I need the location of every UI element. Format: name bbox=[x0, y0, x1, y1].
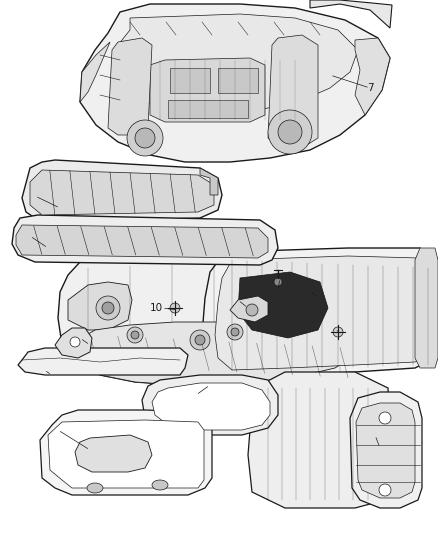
Polygon shape bbox=[218, 68, 258, 93]
Text: 1: 1 bbox=[25, 191, 31, 201]
Polygon shape bbox=[108, 38, 152, 135]
Circle shape bbox=[231, 328, 239, 336]
Polygon shape bbox=[12, 215, 278, 265]
Circle shape bbox=[102, 302, 114, 314]
Polygon shape bbox=[355, 38, 390, 115]
Polygon shape bbox=[22, 160, 222, 222]
Circle shape bbox=[170, 303, 180, 313]
Polygon shape bbox=[18, 348, 188, 375]
Polygon shape bbox=[55, 328, 92, 358]
Circle shape bbox=[190, 330, 210, 350]
Ellipse shape bbox=[87, 483, 103, 493]
Circle shape bbox=[127, 120, 163, 156]
Polygon shape bbox=[112, 14, 358, 112]
Polygon shape bbox=[142, 375, 278, 435]
Circle shape bbox=[333, 327, 343, 337]
Circle shape bbox=[246, 304, 258, 316]
Text: 10: 10 bbox=[149, 303, 162, 313]
Polygon shape bbox=[268, 35, 318, 148]
Polygon shape bbox=[170, 68, 210, 93]
Circle shape bbox=[195, 335, 205, 345]
Polygon shape bbox=[48, 420, 204, 488]
Circle shape bbox=[274, 278, 282, 286]
Text: 2: 2 bbox=[245, 303, 251, 313]
Text: 3: 3 bbox=[49, 425, 55, 435]
Polygon shape bbox=[200, 168, 218, 195]
Circle shape bbox=[131, 331, 139, 339]
Text: 11: 11 bbox=[32, 365, 45, 375]
Circle shape bbox=[70, 337, 80, 347]
Polygon shape bbox=[202, 248, 438, 378]
Text: 9: 9 bbox=[314, 293, 321, 303]
Text: 12: 12 bbox=[189, 390, 203, 400]
Text: 5: 5 bbox=[377, 443, 383, 453]
Text: 7: 7 bbox=[367, 83, 373, 93]
Polygon shape bbox=[415, 248, 438, 368]
Circle shape bbox=[379, 484, 391, 496]
Polygon shape bbox=[356, 403, 415, 498]
Polygon shape bbox=[58, 248, 368, 385]
Text: 4: 4 bbox=[19, 231, 25, 241]
Polygon shape bbox=[215, 256, 432, 370]
Polygon shape bbox=[80, 4, 390, 162]
Ellipse shape bbox=[152, 480, 168, 490]
Circle shape bbox=[227, 324, 243, 340]
Circle shape bbox=[96, 296, 120, 320]
Polygon shape bbox=[30, 170, 214, 215]
Polygon shape bbox=[350, 392, 422, 508]
Polygon shape bbox=[16, 225, 268, 258]
Polygon shape bbox=[152, 383, 270, 430]
Circle shape bbox=[379, 412, 391, 424]
Circle shape bbox=[278, 120, 302, 144]
Circle shape bbox=[268, 110, 312, 154]
Text: 13: 13 bbox=[67, 333, 81, 343]
Polygon shape bbox=[150, 58, 265, 122]
Polygon shape bbox=[75, 435, 152, 472]
Text: 6: 6 bbox=[277, 273, 283, 283]
Polygon shape bbox=[248, 372, 392, 508]
Polygon shape bbox=[310, 0, 392, 28]
Polygon shape bbox=[68, 282, 132, 330]
Circle shape bbox=[127, 327, 143, 343]
Text: 10: 10 bbox=[333, 330, 346, 340]
Polygon shape bbox=[238, 272, 328, 338]
Polygon shape bbox=[78, 322, 355, 385]
Polygon shape bbox=[40, 410, 212, 495]
Polygon shape bbox=[80, 42, 110, 102]
Circle shape bbox=[135, 128, 155, 148]
Polygon shape bbox=[168, 100, 248, 118]
Polygon shape bbox=[230, 296, 268, 322]
